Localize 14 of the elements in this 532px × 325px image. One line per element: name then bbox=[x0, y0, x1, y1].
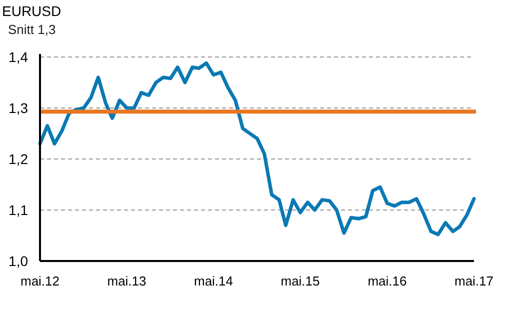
x-tick-label: mai.13 bbox=[107, 274, 146, 289]
y-tick-label: 1,4 bbox=[8, 48, 28, 65]
x-tick-label: mai.14 bbox=[194, 274, 234, 289]
x-tick-label: mai.15 bbox=[280, 274, 320, 289]
chart-subtitle: Snitt 1,3 bbox=[8, 22, 56, 37]
y-tick-label: 1,2 bbox=[8, 150, 28, 167]
line-series bbox=[38, 61, 476, 236]
x-tick-label: mai.16 bbox=[368, 274, 407, 289]
y-tick-label: 1,1 bbox=[8, 202, 28, 218]
y-tick-label: 1,0 bbox=[8, 252, 28, 269]
x-tick-label: mai.17 bbox=[454, 274, 494, 289]
y-tick-label: 1,3 bbox=[8, 100, 28, 116]
chart-title: EURUSD bbox=[2, 3, 62, 19]
x-tick-label: mai.12 bbox=[20, 274, 60, 289]
